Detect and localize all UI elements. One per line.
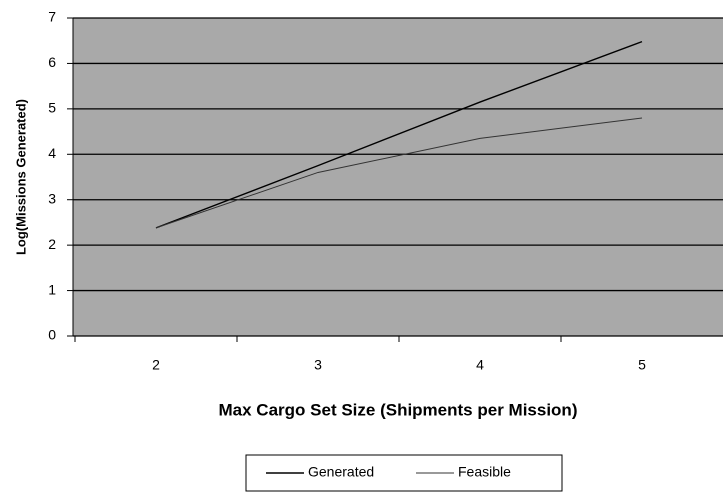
x-tick-label: 2	[152, 357, 160, 373]
y-tick-label: 5	[48, 100, 56, 116]
y-tick-label: 2	[48, 236, 56, 252]
x-tick-label: 4	[476, 357, 484, 373]
legend-label: Feasible	[458, 464, 511, 480]
plot-area	[73, 18, 723, 336]
x-tick-label: 3	[314, 357, 322, 373]
y-axis-label: Log(Missions Generated)	[13, 99, 28, 255]
x-tick-label: 5	[638, 357, 646, 373]
series-line	[155, 117, 643, 229]
series-line	[155, 40, 643, 229]
y-tick-label: 6	[48, 54, 56, 70]
y-tick-label: 1	[48, 281, 56, 297]
y-tick-label: 3	[48, 190, 56, 206]
legend-label: Generated	[308, 464, 374, 480]
x-axis-label: Max Cargo Set Size (Shipments per Missio…	[219, 400, 578, 419]
y-tick-label: 4	[48, 145, 56, 161]
y-tick-label: 0	[48, 327, 56, 343]
y-tick-label: 7	[48, 9, 56, 25]
